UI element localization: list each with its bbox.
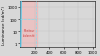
Bar (20, 2, 37, 47)
Y-axis label: Luminance (cd/m²): Luminance (cd/m²) (2, 5, 6, 44)
Text: Moniteur
étalonnéé: Moniteur étalonnéé (23, 29, 36, 37)
